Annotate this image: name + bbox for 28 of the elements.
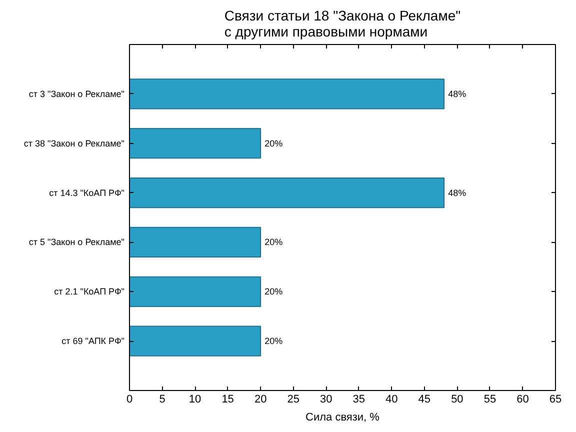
- x-tick-label: 15: [222, 394, 234, 406]
- x-tick-label: 35: [352, 394, 366, 406]
- x-tick-label: 65: [549, 394, 562, 406]
- data-label: 20%: [264, 237, 283, 248]
- data-label: 20%: [264, 286, 283, 297]
- x-tick-label: 60: [516, 394, 529, 406]
- x-tick-label: 0: [126, 394, 133, 406]
- x-tick-label: 40: [386, 394, 398, 406]
- x-tick-label: 55: [484, 394, 496, 406]
- y-tick-label: ст 3 "Закон о Рекламе": [28, 88, 125, 99]
- chart-title: Связи статьи 18 "Закона о Рекламе" с другими правовыми нормами: [224, 8, 461, 40]
- x-tick-label: 50: [451, 394, 464, 406]
- x-tick-label: 20: [254, 394, 267, 406]
- y-tick-label: ст 2.1 "КоАП РФ": [54, 286, 125, 297]
- y-tick-label: ст 14.3 "КоАП РФ": [49, 188, 125, 198]
- x-tick-label: 5: [159, 394, 166, 406]
- x-tick-label: 30: [320, 394, 332, 406]
- x-tick-label: 25: [287, 394, 300, 406]
- x-tick-label: 10: [188, 394, 202, 406]
- data-label: 20%: [264, 336, 283, 346]
- data-label: 20%: [264, 138, 283, 148]
- data-label: 48%: [448, 88, 466, 99]
- y-tick-label: ст 38 "Закон о Рекламе": [24, 138, 125, 148]
- data-label: 48%: [448, 188, 466, 198]
- x-tick-label: 45: [418, 394, 431, 406]
- x-axis-title: Сила связи, %: [306, 412, 380, 424]
- y-tick-label: ст 69 "АПК РФ": [62, 336, 125, 346]
- y-tick-label: ст 5 "Закон о Рекламе": [28, 237, 125, 248]
